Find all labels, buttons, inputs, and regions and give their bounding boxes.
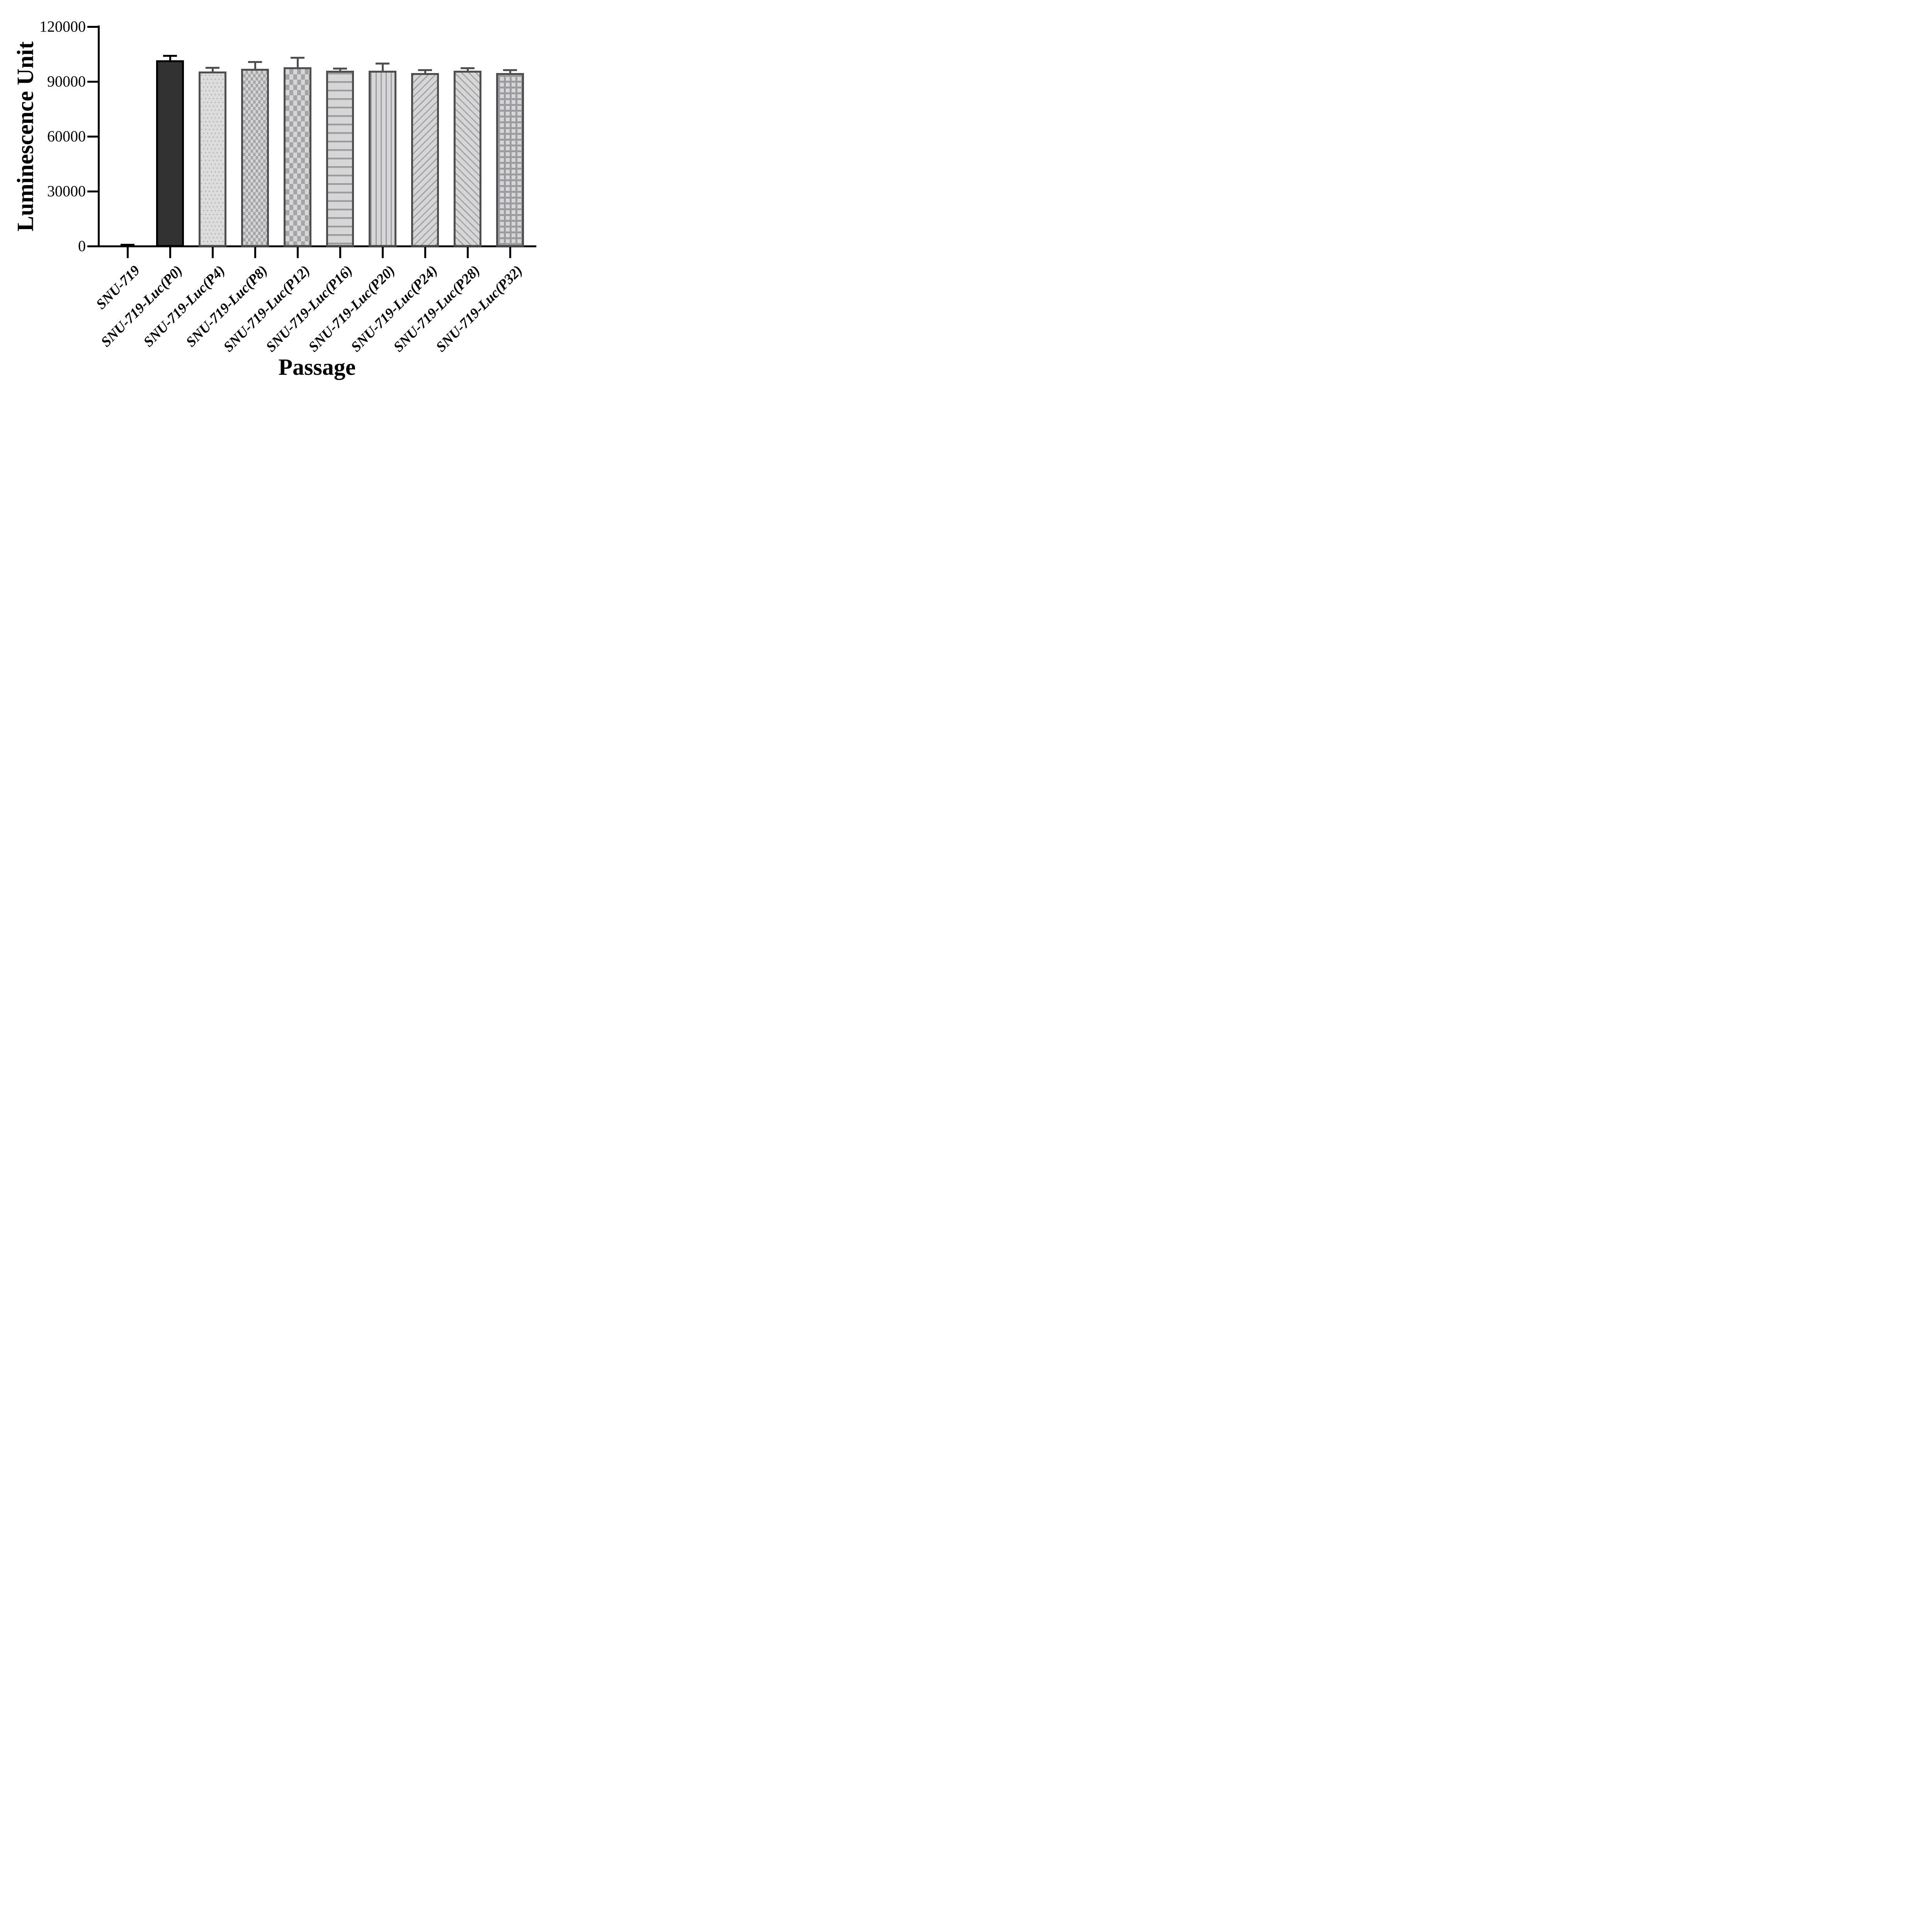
bar-SNU-719-Luc(P4) [199,71,226,247]
error-bar-cap [121,244,134,246]
error-bar-stem [424,70,426,74]
error-bar-cap [248,61,262,63]
error-bar-stem [211,68,214,72]
y-axis-tick-label: 60000 [47,128,86,145]
x-axis-tick [169,247,171,258]
error-bar-cap [333,68,347,70]
bar-SNU-719-Luc(P32) [496,73,524,247]
error-bar-stem [169,56,171,61]
error-bar-cap [163,55,177,57]
x-axis-line [98,245,536,247]
error-bar-stem [126,245,129,246]
bar-chart-figure: Luminescence Unit Passage 0 30000 60000 900… [0,0,564,394]
error-bar-stem [466,69,469,72]
error-bar-stem [509,70,511,74]
y-axis-tick-label: 120000 [39,18,86,35]
x-axis-tick [296,247,299,258]
error-bar-cap [418,69,432,71]
y-axis-tick [87,80,98,83]
y-axis-line [98,26,100,247]
error-bar-cap [376,62,389,65]
y-axis-tick-label: 0 [78,237,86,255]
x-axis-tick [424,247,426,258]
bar-SNU-719-Luc(P24) [411,73,439,247]
bar-SNU-719-Luc(P20) [369,71,396,247]
bar-SNU-719-Luc(P16) [326,71,354,247]
x-axis-tick [381,247,384,258]
error-bar-stem [254,62,256,70]
y-axis-tick [87,190,98,192]
bar-SNU-719-Luc(P28) [454,71,481,247]
error-bar-cap [206,66,219,69]
y-axis-tick [87,26,98,28]
x-axis-tick [509,247,511,258]
x-axis-tick [126,247,129,258]
error-bar-cap [461,67,474,70]
x-axis-tick [254,247,256,258]
y-axis-tick [87,245,98,247]
x-axis-tick [466,247,469,258]
bar-SNU-719-Luc(P8) [241,68,269,247]
error-bar-cap [503,69,517,71]
y-axis-tick-label: 30000 [47,182,86,200]
error-bar-stem [381,64,384,72]
x-axis-title: Passage [278,354,356,380]
plot-area: 0 30000 60000 90000 120000 SNU-719 SNU-719-Luc… [0,0,564,394]
y-axis-tick-label: 90000 [47,73,86,90]
bar-SNU-719-Luc(P0) [156,60,184,247]
x-axis-tick [211,247,214,258]
bar-SNU-719-Luc(P12) [284,67,311,247]
y-axis-tick [87,135,98,138]
error-bar-stem [296,58,299,68]
x-axis-tick [339,247,341,258]
error-bar-stem [339,69,341,72]
error-bar-cap [291,56,304,59]
